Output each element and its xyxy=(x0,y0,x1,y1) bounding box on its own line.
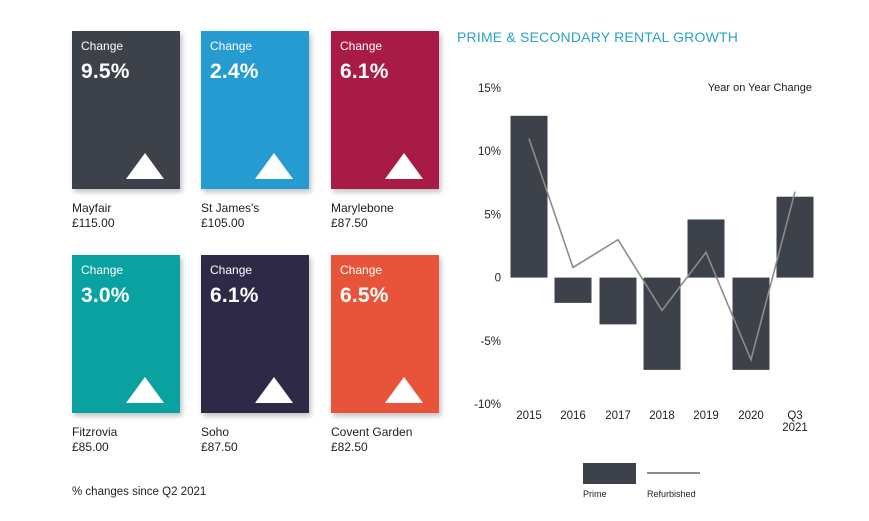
chart-title: PRIME & SECONDARY RENTAL GROWTH xyxy=(457,29,739,45)
x-tick-label: 2021 xyxy=(782,422,808,434)
change-value: 2.4% xyxy=(210,60,259,83)
change-card: Change 3.0% xyxy=(72,255,180,413)
change-card: Change 6.5% xyxy=(331,255,439,413)
area-name: Covent Garden xyxy=(331,425,413,439)
up-triangle-icon xyxy=(255,153,293,179)
x-tick-label: 2015 xyxy=(516,410,542,422)
area-name: Fitzrovia xyxy=(72,425,118,439)
x-tick-label: Q3 xyxy=(787,410,802,422)
change-label: Change xyxy=(81,263,124,277)
area-rent: £105.00 xyxy=(201,216,245,230)
x-tick-label: 2019 xyxy=(693,410,719,422)
area-info: Covent Garden £82.50 xyxy=(331,425,412,455)
change-label: Change xyxy=(210,263,253,277)
change-card: Change 2.4% xyxy=(201,31,309,189)
area-info: Fitzrovia £85.00 xyxy=(72,425,117,455)
area-info: St James's £105.00 xyxy=(201,201,259,231)
change-card: Change 9.5% xyxy=(72,31,180,189)
area-rent: £87.50 xyxy=(331,216,368,230)
x-tick-label: 2017 xyxy=(605,410,631,422)
bar-prime xyxy=(510,115,548,278)
y-tick-label: -5% xyxy=(481,336,501,348)
area-rent: £115.00 xyxy=(72,216,115,230)
change-value: 6.5% xyxy=(340,284,389,307)
bar-prime xyxy=(732,277,770,370)
area-rent: £87.50 xyxy=(201,440,238,454)
area-rent: £82.50 xyxy=(331,440,368,454)
bar-prime xyxy=(643,277,681,370)
change-value: 3.0% xyxy=(81,284,130,307)
bar-prime xyxy=(554,277,592,303)
change-label: Change xyxy=(340,39,383,53)
y-tick-label: 10% xyxy=(478,146,501,158)
bar-prime xyxy=(776,196,814,278)
up-triangle-icon xyxy=(126,153,164,179)
change-value: 6.1% xyxy=(210,284,259,307)
change-value: 6.1% xyxy=(340,60,389,83)
up-triangle-icon xyxy=(255,377,293,403)
y-tick-label: 0 xyxy=(495,273,501,285)
bar-prime xyxy=(599,277,637,325)
x-tick-label: 2018 xyxy=(649,410,675,422)
legend-label-refurbished: Refurbished xyxy=(647,489,696,499)
legend-label-prime: Prime xyxy=(583,489,607,499)
area-name: St James's xyxy=(201,201,260,215)
y-tick-label: 15% xyxy=(478,83,501,95)
y-tick-label: 5% xyxy=(484,209,501,221)
up-triangle-icon xyxy=(385,153,423,179)
area-info: Soho £87.50 xyxy=(201,425,238,455)
area-info: Marylebone £87.50 xyxy=(331,201,394,231)
area-name: Marylebone xyxy=(331,201,394,215)
area-info: Mayfair £115.00 xyxy=(72,201,115,231)
area-name: Mayfair xyxy=(72,201,112,215)
change-card: Change 6.1% xyxy=(201,255,309,413)
up-triangle-icon xyxy=(385,377,423,403)
area-rent: £85.00 xyxy=(72,440,109,454)
x-tick-label: 2020 xyxy=(738,410,764,422)
footnote: % changes since Q2 2021 xyxy=(72,486,207,498)
change-value: 9.5% xyxy=(81,60,130,83)
chart-subtitle: Year on Year Change xyxy=(708,82,812,94)
change-card: Change 6.1% xyxy=(331,31,439,189)
legend-swatch-prime xyxy=(583,463,636,484)
change-label: Change xyxy=(210,39,253,53)
x-tick-label: 2016 xyxy=(560,410,586,422)
legend-line-refurbished xyxy=(647,472,700,474)
y-tick-label: -10% xyxy=(474,399,501,411)
change-label: Change xyxy=(340,263,383,277)
change-label: Change xyxy=(81,39,124,53)
area-name: Soho xyxy=(201,425,230,439)
up-triangle-icon xyxy=(126,377,164,403)
